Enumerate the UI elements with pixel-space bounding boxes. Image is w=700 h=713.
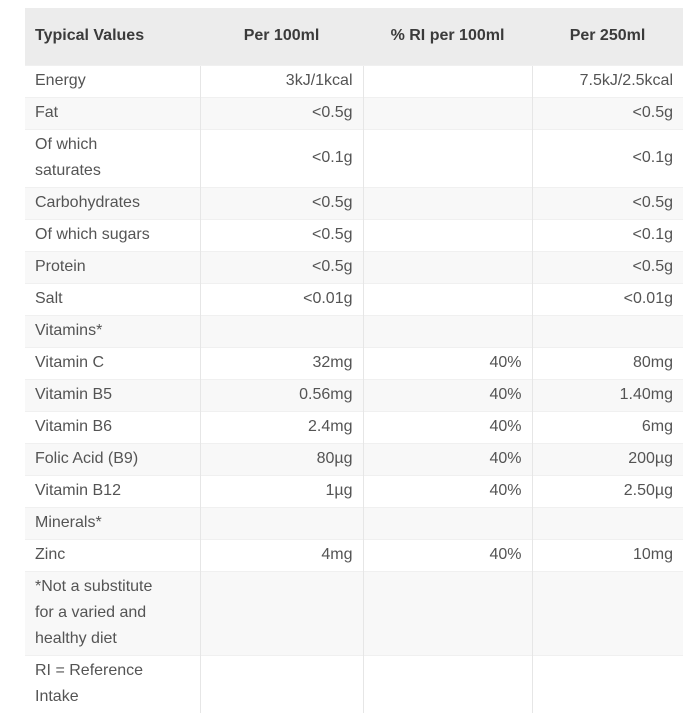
header-row: Typical Values Per 100ml % RI per 100ml …: [25, 8, 683, 66]
row-label: Salt: [25, 284, 200, 316]
table-row-folic-acid: Folic Acid (B9) 80µg 40% 200µg: [25, 444, 683, 476]
table-row-salt: Salt <0.01g <0.01g: [25, 284, 683, 316]
section-label: Minerals*: [25, 508, 200, 540]
row-label: Vitamin C: [25, 348, 200, 380]
value-ri-per-100ml: [363, 188, 532, 220]
row-label: Vitamin B5: [25, 380, 200, 412]
section-label: Vitamins*: [25, 316, 200, 348]
value-per-100ml: <0.5g: [200, 188, 363, 220]
value-per-250ml: <0.5g: [532, 98, 683, 130]
table-row-sugars: Of which sugars <0.5g <0.1g: [25, 220, 683, 252]
value-ri-per-100ml: [363, 252, 532, 284]
table-row-saturates: Of which saturates <0.1g <0.1g: [25, 130, 683, 188]
value-ri-per-100ml: 40%: [363, 476, 532, 508]
value-ri-per-100ml: 40%: [363, 540, 532, 572]
value-per-100ml: <0.1g: [200, 130, 363, 188]
value-per-100ml: 2.4mg: [200, 412, 363, 444]
column-header-ri-per-100ml: % RI per 100ml: [363, 8, 532, 66]
value-per-100ml: 4mg: [200, 540, 363, 572]
value-per-100ml: 32mg: [200, 348, 363, 380]
value-ri-per-100ml: [363, 284, 532, 316]
value-per-250ml: 7.5kJ/2.5kcal: [532, 66, 683, 98]
column-header-per-250ml: Per 250ml: [532, 8, 683, 66]
table-row-vitamin-b6: Vitamin B6 2.4mg 40% 6mg: [25, 412, 683, 444]
value-per-100ml: 3kJ/1kcal: [200, 66, 363, 98]
value-per-100ml: [200, 572, 363, 656]
table-row-vitamin-b12: Vitamin B12 1µg 40% 2.50µg: [25, 476, 683, 508]
value-ri-per-100ml: [363, 130, 532, 188]
row-label: Vitamin B6: [25, 412, 200, 444]
table-row-footnote-substitute: *Not a substitute for a varied and healt…: [25, 572, 683, 656]
value-per-250ml: [532, 508, 683, 540]
value-per-250ml: 200µg: [532, 444, 683, 476]
value-ri-per-100ml: [363, 508, 532, 540]
value-per-100ml: <0.5g: [200, 98, 363, 130]
value-per-250ml: <0.01g: [532, 284, 683, 316]
value-per-100ml: <0.01g: [200, 284, 363, 316]
value-per-250ml: <0.1g: [532, 220, 683, 252]
footnote-text: *Not a substitute for a varied and healt…: [25, 572, 200, 656]
value-ri-per-100ml: [363, 98, 532, 130]
value-ri-per-100ml: 40%: [363, 412, 532, 444]
table-row-energy: Energy 3kJ/1kcal 7.5kJ/2.5kcal: [25, 66, 683, 98]
footnote-text: RI = Reference Intake: [25, 656, 200, 713]
value-per-100ml: 1µg: [200, 476, 363, 508]
table-row-carbohydrates: Carbohydrates <0.5g <0.5g: [25, 188, 683, 220]
row-label: Energy: [25, 66, 200, 98]
value-ri-per-100ml: [363, 220, 532, 252]
table-row-protein: Protein <0.5g <0.5g: [25, 252, 683, 284]
value-per-250ml: 2.50µg: [532, 476, 683, 508]
column-header-per-100ml: Per 100ml: [200, 8, 363, 66]
table-row-vitamin-b5: Vitamin B5 0.56mg 40% 1.40mg: [25, 380, 683, 412]
row-label: Carbohydrates: [25, 188, 200, 220]
nutrition-table: Typical Values Per 100ml % RI per 100ml …: [25, 8, 683, 713]
value-ri-per-100ml: 40%: [363, 444, 532, 476]
value-per-250ml: <0.5g: [532, 252, 683, 284]
row-label: Vitamin B12: [25, 476, 200, 508]
table-body: Energy 3kJ/1kcal 7.5kJ/2.5kcal Fat <0.5g…: [25, 66, 683, 713]
value-ri-per-100ml: 40%: [363, 348, 532, 380]
row-label: Of which sugars: [25, 220, 200, 252]
value-per-250ml: [532, 316, 683, 348]
value-per-100ml: [200, 656, 363, 713]
row-label: Of which saturates: [25, 130, 200, 188]
value-per-250ml: 80mg: [532, 348, 683, 380]
table-row-vitamins-section: Vitamins*: [25, 316, 683, 348]
value-per-250ml: [532, 656, 683, 713]
value-per-250ml: 1.40mg: [532, 380, 683, 412]
value-per-100ml: 0.56mg: [200, 380, 363, 412]
value-per-100ml: 80µg: [200, 444, 363, 476]
value-ri-per-100ml: [363, 66, 532, 98]
row-label: Zinc: [25, 540, 200, 572]
table-row-footnote-ri: RI = Reference Intake: [25, 656, 683, 713]
table-header: Typical Values Per 100ml % RI per 100ml …: [25, 8, 683, 66]
value-per-250ml: 6mg: [532, 412, 683, 444]
value-per-100ml: [200, 316, 363, 348]
value-per-250ml: <0.1g: [532, 130, 683, 188]
row-label: Protein: [25, 252, 200, 284]
table-row-zinc: Zinc 4mg 40% 10mg: [25, 540, 683, 572]
value-ri-per-100ml: [363, 572, 532, 656]
value-per-100ml: <0.5g: [200, 220, 363, 252]
value-ri-per-100ml: 40%: [363, 380, 532, 412]
table-row-fat: Fat <0.5g <0.5g: [25, 98, 683, 130]
nutrition-table-container: Typical Values Per 100ml % RI per 100ml …: [25, 8, 683, 713]
column-header-typical-values: Typical Values: [25, 8, 200, 66]
row-label: Fat: [25, 98, 200, 130]
table-row-vitamin-c: Vitamin C 32mg 40% 80mg: [25, 348, 683, 380]
table-row-minerals-section: Minerals*: [25, 508, 683, 540]
value-per-250ml: <0.5g: [532, 188, 683, 220]
value-per-100ml: [200, 508, 363, 540]
value-per-250ml: 10mg: [532, 540, 683, 572]
value-per-250ml: [532, 572, 683, 656]
value-ri-per-100ml: [363, 656, 532, 713]
value-per-100ml: <0.5g: [200, 252, 363, 284]
row-label: Folic Acid (B9): [25, 444, 200, 476]
value-ri-per-100ml: [363, 316, 532, 348]
